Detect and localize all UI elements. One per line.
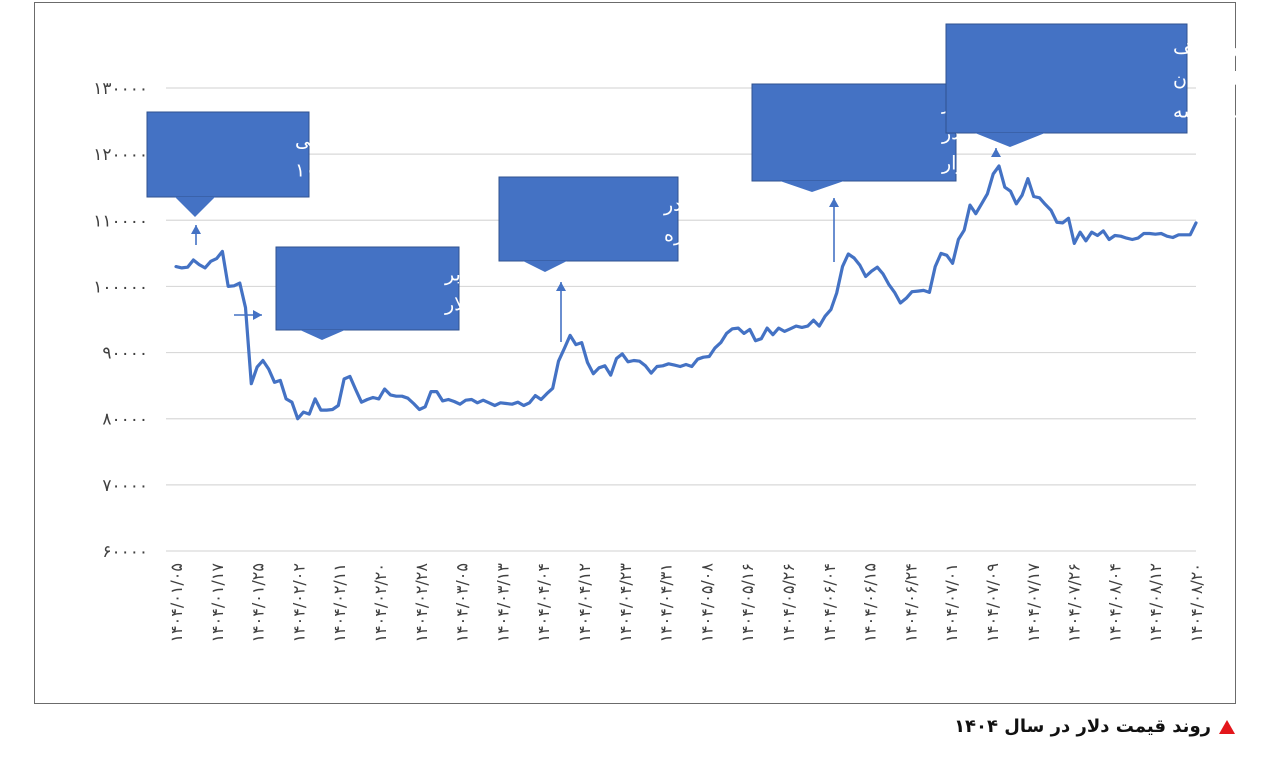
y-tick-label: ۱۲۰۰۰۰ [93, 145, 148, 165]
y-tick-label: ۸۰۰۰۰ [102, 410, 148, 430]
annotation-callout-box [498, 176, 679, 262]
annotation-text-line: مکانیسم ماشه [1173, 101, 1271, 123]
annotation-text-line: قیمت دلار [444, 294, 524, 316]
x-tick-label: ۱۴۰۴/۰۵/۰۸ [697, 563, 716, 643]
figure-caption: روند قیمت دلار در سال ۱۴۰۴ [954, 716, 1235, 737]
annotation-text-line: بازار [941, 153, 977, 175]
annotation-text-line: ثبت دومین سقف [1173, 37, 1271, 59]
x-tick-label: ۱۴۰۴/۰۲/۱۱ [330, 563, 349, 643]
y-tick-label: ۱۳۰۰۰۰ [93, 79, 148, 99]
annotation-text-line: اثر مذاکرات بر [444, 264, 562, 286]
x-tick-label: ۱۴۰۴/۰۷/۲۶ [1065, 563, 1084, 643]
x-tick-label: ۱۴۰۴/۰۷/۰۹ [983, 563, 1002, 643]
annotation-arrowhead-icon [556, 282, 566, 291]
annotation-callout-box [751, 83, 957, 182]
x-tick-label: ۱۴۰۴/۰۷/۱۷ [1024, 563, 1043, 643]
annotation-callout-box [275, 246, 460, 331]
x-tick-label: ۱۴۰۴/۰۴/۲۳ [616, 563, 635, 643]
annotation-arrowhead-icon [191, 225, 201, 234]
y-tick-label: ۱۱۰۰۰۰ [93, 211, 148, 231]
x-tick-label: ۱۴۰۴/۰۸/۰۴ [1105, 563, 1124, 643]
x-tick-label: ۱۴۰۴/۰۴/۰۴ [534, 563, 553, 643]
y-tick-label: ۱۰۰۰۰۰ [93, 277, 148, 297]
annotation-callout-tail [300, 330, 345, 340]
x-tick-label: ۱۴۰۴/۰۶/۰۴ [820, 563, 839, 643]
x-tick-label: ۱۴۰۴/۰۱/۱۷ [208, 563, 227, 643]
x-tick-label: ۱۴۰۴/۰۳/۱۳ [493, 563, 512, 643]
annotation-arrowhead-icon [253, 310, 262, 320]
caption-text: روند قیمت دلار در سال ۱۴۰۴ [954, 716, 1211, 737]
annotation-callout-tail [175, 197, 215, 217]
x-tick-label: ۱۴۰۴/۰۴/۱۲ [575, 563, 594, 643]
x-tick-label: ۱۴۰۴/۰۷/۰۱ [942, 563, 961, 643]
x-tick-label: ۱۴۰۴/۰۸/۱۲ [1146, 563, 1165, 643]
x-tick-label: ۱۴۰۴/۰۱/۲۵ [249, 563, 268, 643]
x-tick-label: ۱۴۰۴/۰۲/۰۲ [289, 563, 308, 643]
x-tick-label: ۱۴۰۴/۰۳/۰۵ [453, 563, 472, 643]
x-tick-label: ۱۴۰۴/۰۵/۲۶ [779, 563, 798, 643]
annotation-text-line: قیمت تا ۱۰۷ [295, 160, 393, 182]
annotation-callout-box [146, 111, 310, 198]
x-tick-label: ۱۴۰۴/۰۲/۲۰ [371, 563, 390, 643]
annotation-callout-tail [523, 261, 567, 272]
y-tick-label: ۹۰۰۰۰ [102, 344, 148, 364]
annotation-text-line: جنگ ۱۲ روزه [664, 224, 768, 246]
y-tick-label: ۶۰۰۰۰ [102, 542, 148, 562]
annotation-arrowhead-icon [991, 148, 1001, 157]
caption-triangle-icon [1219, 720, 1235, 734]
x-tick-label: ۱۴۰۴/۰۱/۰۵ [167, 563, 186, 643]
x-tick-label: ۱۴۰۴/۰۲/۲۸ [412, 563, 431, 643]
annotation-text-line: قیمتی با فعال شدن [1173, 69, 1271, 91]
x-tick-label: ۱۴۰۴/۰۶/۲۴ [901, 563, 920, 643]
x-tick-label: ۱۴۰۴/۰۶/۱۵ [861, 563, 880, 643]
y-tick-label: ۷۰۰۰۰ [102, 476, 148, 496]
dollar-price-series-line [174, 164, 1198, 421]
x-tick-label: ۱۴۰۴/۰۸/۲۰ [1187, 563, 1206, 643]
annotation-callout-tail [780, 181, 844, 192]
annotation-arrowhead-icon [829, 198, 839, 207]
annotation-callout-tail [975, 133, 1045, 147]
annotation-text-line: بازار ارز در [663, 194, 752, 216]
annotation-callout-box [945, 23, 1188, 134]
x-tick-label: ۱۴۰۴/۰۵/۱۶ [738, 563, 757, 643]
annotation-text-line: سقف‌زنی [295, 130, 371, 152]
x-tick-label: ۱۴۰۴/۰۴/۳۱ [657, 563, 676, 643]
